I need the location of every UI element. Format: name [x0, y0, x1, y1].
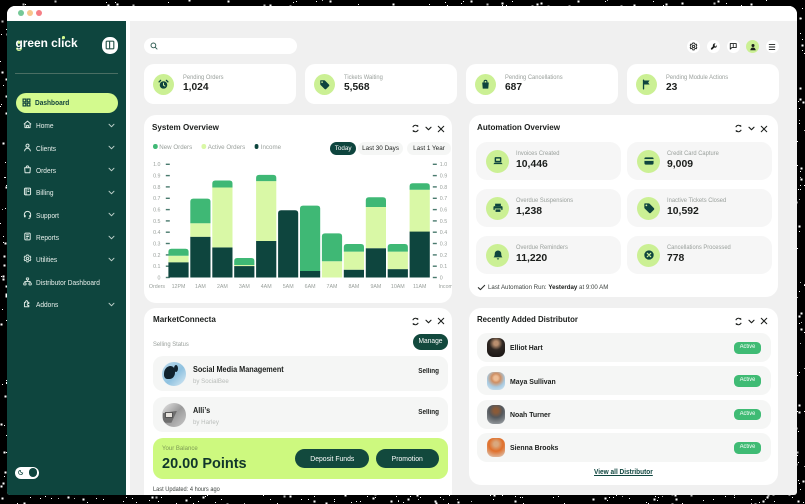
svg-text:3AM: 3AM: [239, 284, 250, 290]
svg-text:8AM: 8AM: [348, 284, 359, 290]
svg-text:0.1: 0.1: [153, 264, 160, 270]
svg-text:0: 0: [440, 275, 443, 281]
svg-text:0.4: 0.4: [440, 230, 447, 236]
svg-text:10AM: 10AM: [391, 284, 405, 290]
svg-text:0.9: 0.9: [440, 174, 447, 180]
svg-text:0.7: 0.7: [153, 196, 160, 202]
svg-text:0.7: 0.7: [440, 196, 447, 202]
svg-text:0.8: 0.8: [153, 185, 160, 191]
svg-text:0.3: 0.3: [440, 241, 447, 247]
svg-text:0.2: 0.2: [440, 253, 447, 259]
svg-text:0.8: 0.8: [440, 185, 447, 191]
svg-text:4AM: 4AM: [261, 284, 272, 290]
svg-text:7AM: 7AM: [327, 284, 338, 290]
svg-text:0.5: 0.5: [440, 219, 447, 225]
svg-text:1.0: 1.0: [153, 162, 160, 168]
svg-text:0.5: 0.5: [153, 219, 160, 225]
svg-text:0.2: 0.2: [153, 253, 160, 259]
svg-text:0.9: 0.9: [153, 174, 160, 180]
svg-text:0.1: 0.1: [440, 264, 447, 270]
svg-text:1AM: 1AM: [195, 284, 206, 290]
svg-text:0.6: 0.6: [440, 208, 447, 214]
svg-text:5AM: 5AM: [283, 284, 294, 290]
svg-text:Income: Income: [439, 284, 452, 290]
svg-text:0.6: 0.6: [153, 208, 160, 214]
svg-text:12PM: 12PM: [172, 284, 186, 290]
svg-text:0.4: 0.4: [153, 230, 160, 236]
svg-text:0: 0: [158, 275, 161, 281]
svg-text:0.3: 0.3: [153, 241, 160, 247]
svg-text:Orders: Orders: [149, 284, 166, 290]
svg-text:6AM: 6AM: [305, 284, 316, 290]
svg-text:2AM: 2AM: [217, 284, 228, 290]
svg-text:11AM: 11AM: [413, 284, 426, 290]
svg-text:1.0: 1.0: [440, 162, 447, 168]
svg-text:9AM: 9AM: [370, 284, 381, 290]
